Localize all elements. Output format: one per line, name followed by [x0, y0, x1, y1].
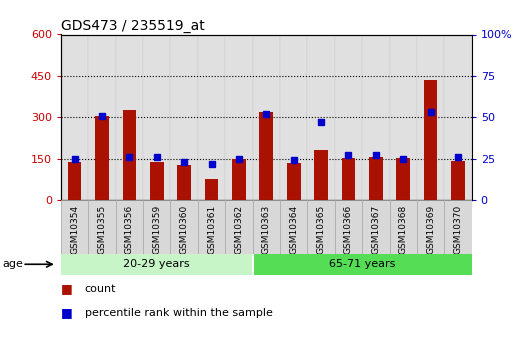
- Bar: [198, 200, 225, 254]
- Bar: [362, 200, 390, 254]
- Bar: [143, 34, 171, 200]
- Text: percentile rank within the sample: percentile rank within the sample: [85, 308, 272, 318]
- Text: GSM10365: GSM10365: [316, 204, 325, 254]
- Bar: [424, 80, 437, 200]
- Bar: [225, 34, 253, 200]
- Bar: [451, 161, 465, 200]
- Text: GSM10366: GSM10366: [344, 204, 353, 254]
- Bar: [342, 158, 355, 200]
- Bar: [260, 112, 273, 200]
- Text: GSM10362: GSM10362: [234, 204, 243, 254]
- Text: GSM10369: GSM10369: [426, 204, 435, 254]
- Text: GSM10360: GSM10360: [180, 204, 189, 254]
- Bar: [89, 200, 116, 254]
- Text: age: age: [3, 259, 23, 269]
- Bar: [178, 165, 191, 200]
- Bar: [335, 34, 362, 200]
- Bar: [280, 200, 307, 254]
- Bar: [253, 34, 280, 200]
- Text: GSM10359: GSM10359: [152, 204, 161, 254]
- Bar: [362, 34, 390, 200]
- Bar: [444, 200, 472, 254]
- Text: 20-29 years: 20-29 years: [123, 259, 190, 269]
- Bar: [61, 200, 89, 254]
- Bar: [417, 200, 444, 254]
- Text: count: count: [85, 284, 116, 294]
- Bar: [205, 179, 218, 200]
- Bar: [95, 116, 109, 200]
- Bar: [143, 200, 171, 254]
- Bar: [396, 158, 410, 200]
- Bar: [335, 200, 362, 254]
- FancyBboxPatch shape: [253, 254, 472, 275]
- Bar: [307, 34, 335, 200]
- Bar: [287, 164, 301, 200]
- Bar: [171, 200, 198, 254]
- Bar: [232, 159, 246, 200]
- Bar: [150, 162, 164, 200]
- Text: GSM10361: GSM10361: [207, 204, 216, 254]
- Text: GSM10364: GSM10364: [289, 204, 298, 254]
- Text: GSM10367: GSM10367: [372, 204, 381, 254]
- Bar: [253, 200, 280, 254]
- Text: GSM10363: GSM10363: [262, 204, 271, 254]
- Text: ■: ■: [61, 306, 73, 319]
- Bar: [390, 200, 417, 254]
- Bar: [68, 162, 82, 200]
- Text: GSM10370: GSM10370: [454, 204, 463, 254]
- Text: GDS473 / 235519_at: GDS473 / 235519_at: [61, 19, 205, 33]
- Bar: [116, 34, 143, 200]
- Bar: [390, 34, 417, 200]
- Bar: [61, 34, 89, 200]
- Text: GSM10356: GSM10356: [125, 204, 134, 254]
- Bar: [314, 150, 328, 200]
- Bar: [280, 34, 307, 200]
- Text: GSM10355: GSM10355: [98, 204, 107, 254]
- Bar: [307, 200, 335, 254]
- Text: 65-71 years: 65-71 years: [329, 259, 395, 269]
- Text: GSM10354: GSM10354: [70, 204, 79, 254]
- Bar: [369, 157, 383, 200]
- Bar: [225, 200, 253, 254]
- Bar: [417, 34, 444, 200]
- Bar: [171, 34, 198, 200]
- Bar: [89, 34, 116, 200]
- Bar: [116, 200, 143, 254]
- Text: GSM10368: GSM10368: [399, 204, 408, 254]
- Text: ■: ■: [61, 282, 73, 295]
- Bar: [122, 110, 136, 200]
- Bar: [444, 34, 472, 200]
- Bar: [198, 34, 225, 200]
- FancyBboxPatch shape: [61, 254, 253, 275]
